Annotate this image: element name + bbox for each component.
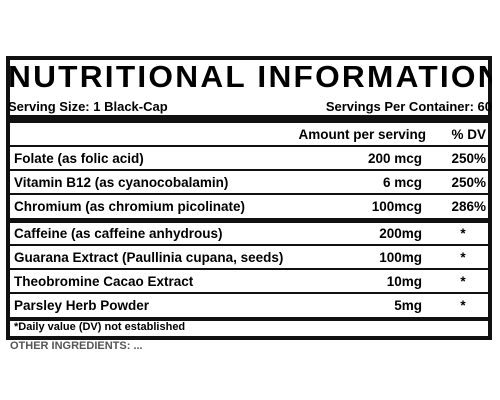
nutrient-amount: 200mg xyxy=(379,225,422,241)
table-row: Parsley Herb Powder 5mg * xyxy=(14,294,486,316)
table-row: Theobromine Cacao Extract 10mg * xyxy=(14,270,486,292)
nutrient-amount: 5mg xyxy=(394,297,422,313)
nutrient-name: Guarana Extract (Paullinia cupana, seeds… xyxy=(14,249,284,265)
serving-info: Serving Size: 1 Black-Cap Servings Per C… xyxy=(8,96,492,116)
divider-thin xyxy=(6,145,492,147)
divider-thick xyxy=(6,218,492,223)
divider-thick xyxy=(6,115,492,123)
column-header-dv: % DV xyxy=(451,126,486,142)
divider-thin xyxy=(6,169,492,171)
nutrient-amount: 100mcg xyxy=(371,198,422,214)
nutrient-amount: 200 mcg xyxy=(367,150,422,166)
nutrient-name: Folate (as folic acid) xyxy=(14,150,144,166)
serving-size: Serving Size: 1 Black-Cap xyxy=(8,98,168,114)
nutrient-name: Chromium (as chromium picolinate) xyxy=(14,198,246,214)
nutrient-dv: 250% xyxy=(451,150,486,166)
nutrient-amount: 10mg xyxy=(386,273,422,289)
nutrient-amount: 100mg xyxy=(379,249,422,265)
nutrient-dv: * xyxy=(460,225,466,241)
nutrient-dv: 286% xyxy=(451,198,486,214)
nutrient-dv: * xyxy=(460,297,466,313)
right-margin xyxy=(492,56,500,356)
servings-per-container: Servings Per Container: 60 xyxy=(325,98,492,114)
label-title: NUTRITIONAL INFORMATION xyxy=(8,59,500,94)
table-row: Vitamin B12 (as cyanocobalamin) 6 mcg 25… xyxy=(14,171,486,193)
footnote: *Daily value (DV) not established xyxy=(14,321,186,333)
nutrient-name: Parsley Herb Powder xyxy=(14,297,150,313)
nutrient-dv: * xyxy=(460,249,466,265)
nutrient-name: Caffeine (as caffeine anhydrous) xyxy=(14,225,223,241)
nutrient-name: Theobromine Cacao Extract xyxy=(14,273,194,289)
divider-thin xyxy=(6,193,492,195)
table-row: Caffeine (as caffeine anhydrous) 200mg * xyxy=(14,222,486,244)
divider-thick xyxy=(6,317,492,321)
divider-thin xyxy=(6,292,492,294)
other-ingredients-cut-off: OTHER INGREDIENTS: ... xyxy=(10,341,143,351)
table-row: Chromium (as chromium picolinate) 100mcg… xyxy=(14,195,486,217)
column-header-row: Amount per serving % DV xyxy=(14,123,486,145)
column-header-amount: Amount per serving xyxy=(298,126,426,142)
top-margin xyxy=(0,0,500,56)
divider-thin xyxy=(6,244,492,246)
nutrient-dv: 250% xyxy=(451,174,486,190)
nutrient-amount: 6 mcg xyxy=(382,174,422,190)
nutrient-dv: * xyxy=(460,273,466,289)
nutrient-name: Vitamin B12 (as cyanocobalamin) xyxy=(14,174,229,190)
divider-thin xyxy=(6,268,492,270)
table-row: Folate (as folic acid) 200 mcg 250% xyxy=(14,147,486,169)
table-row: Guarana Extract (Paullinia cupana, seeds… xyxy=(14,246,486,268)
